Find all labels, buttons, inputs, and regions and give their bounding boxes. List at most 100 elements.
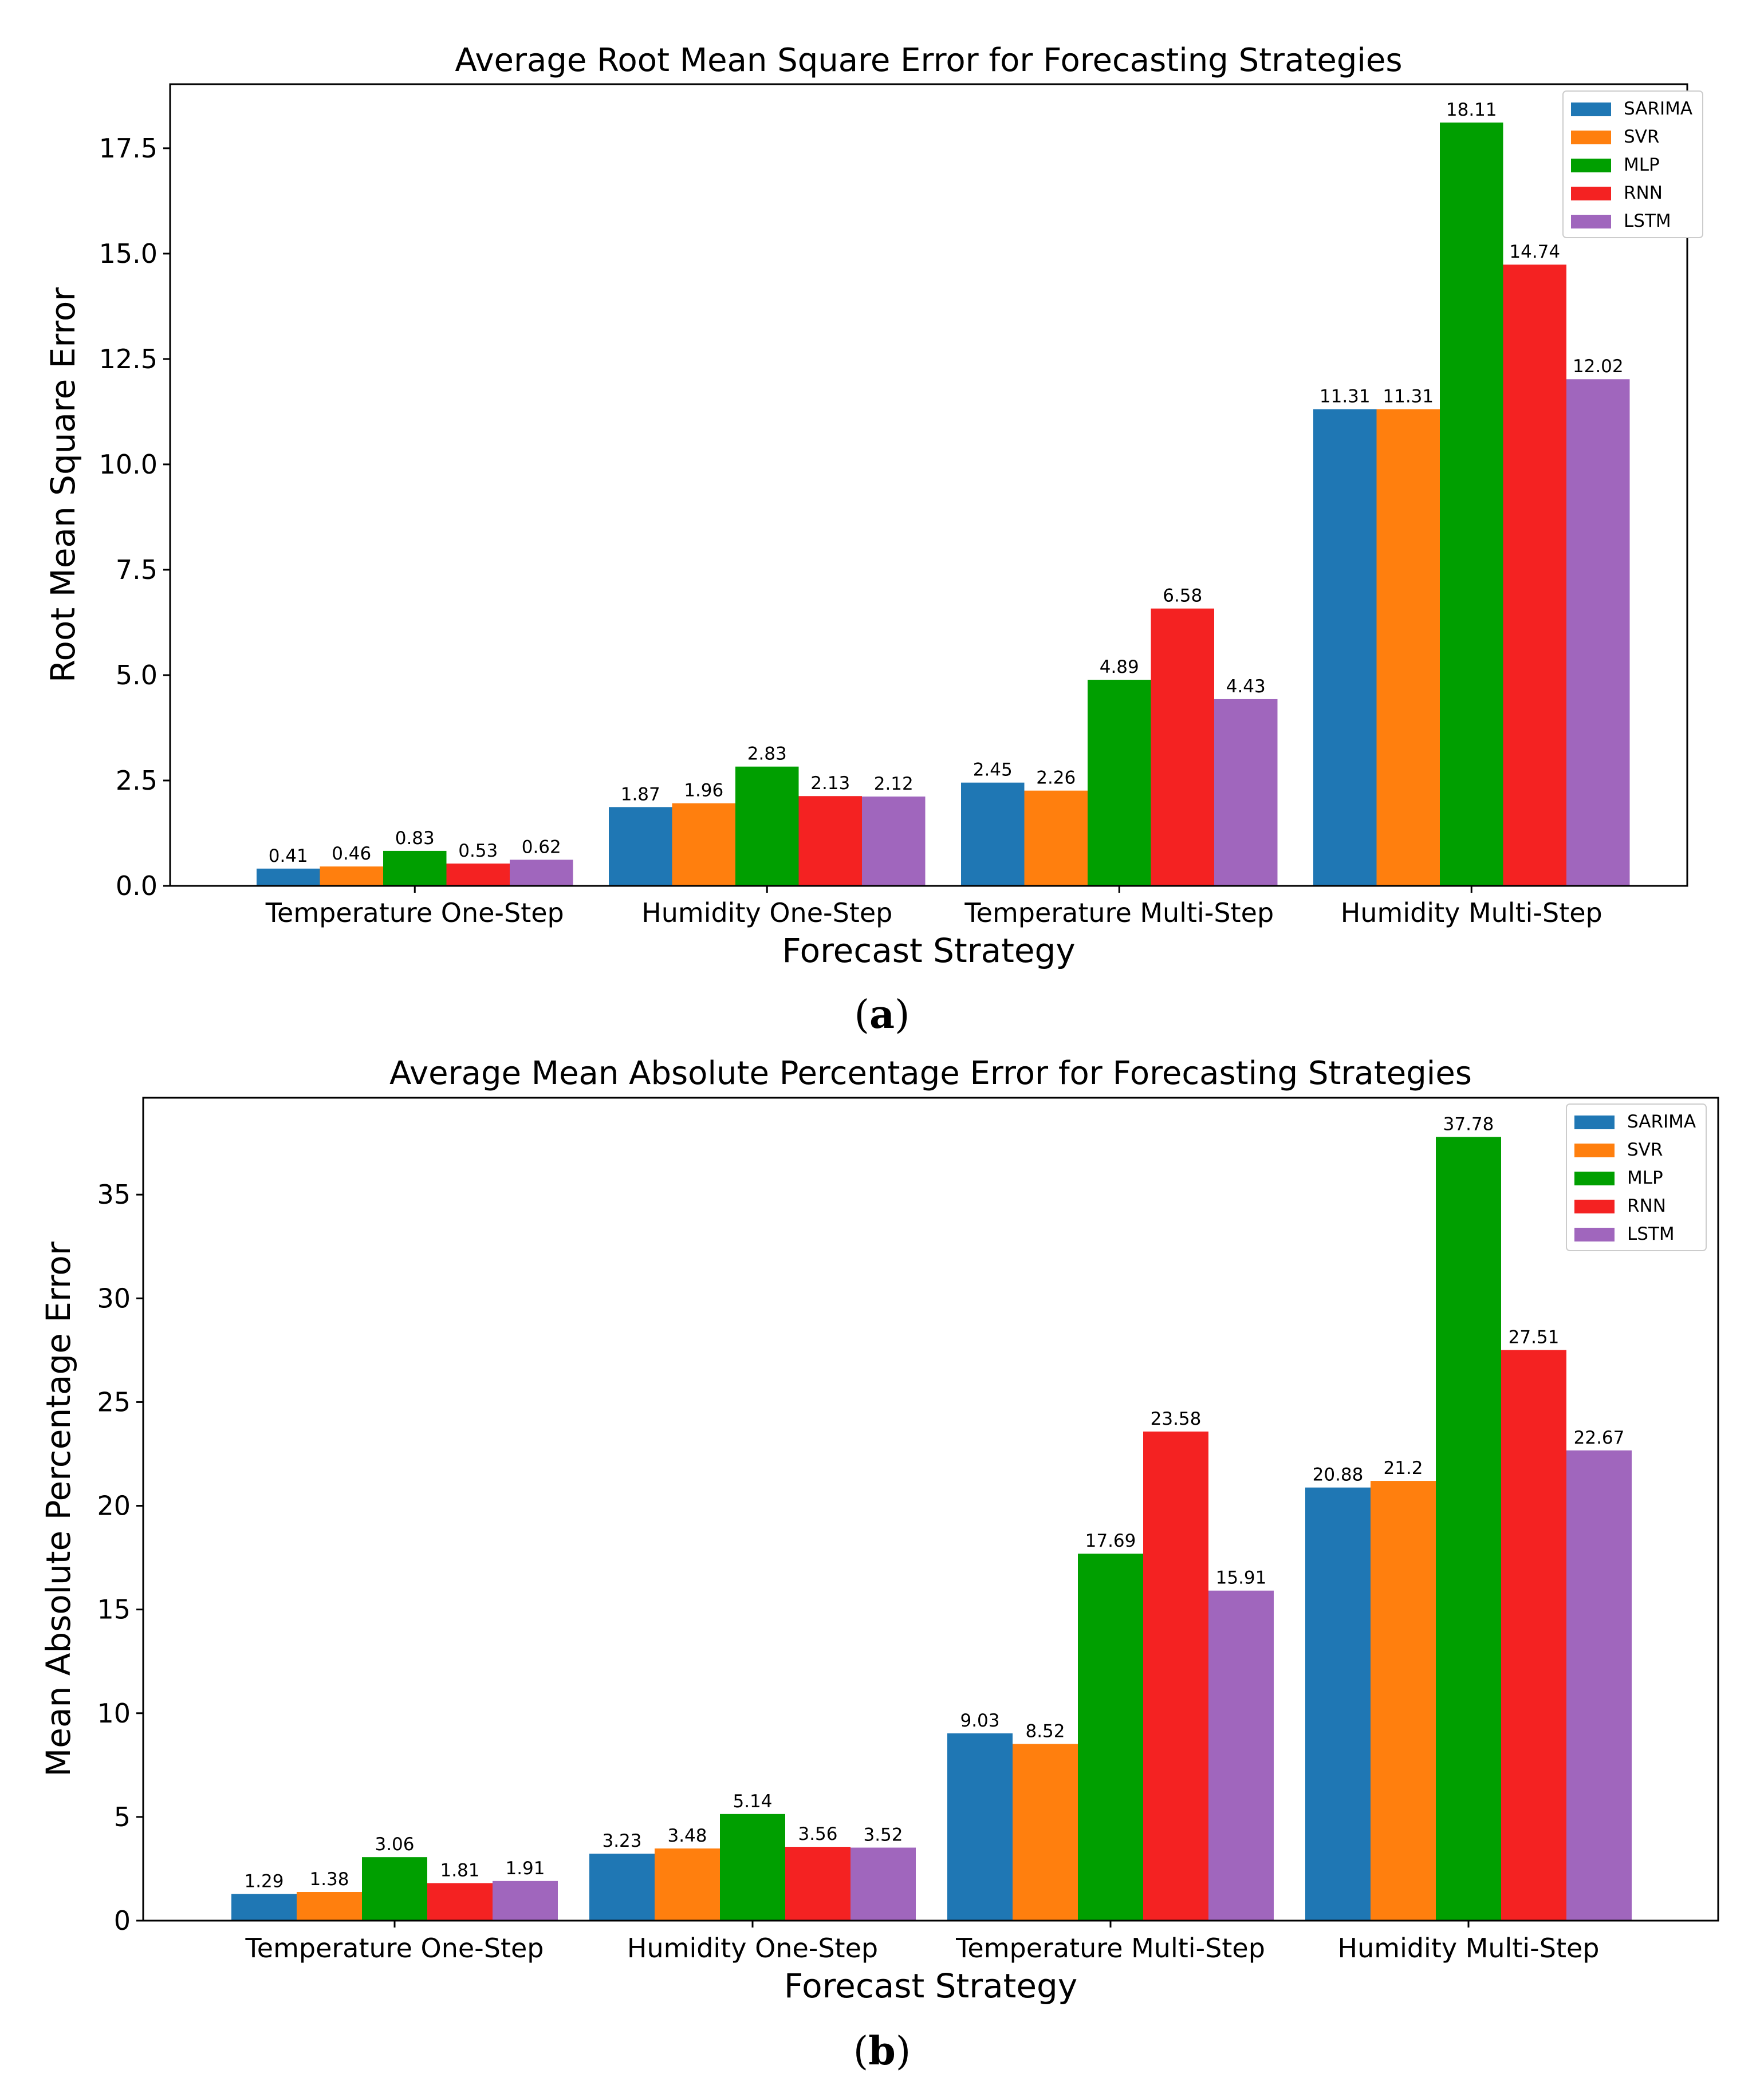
y-tick-label: 10 <box>97 1698 131 1729</box>
data-label-lstm-humidity-one-step: 3.52 <box>863 1824 903 1845</box>
y-tick-label: 5.0 <box>116 660 158 691</box>
y-tick-label: 0 <box>114 1905 131 1936</box>
bar-svr-temperature-multi-step <box>1013 1744 1078 1921</box>
bar-lstm-temperature-one-step <box>493 1881 558 1921</box>
data-label-svr-temperature-multi-step: 8.52 <box>1025 1721 1065 1741</box>
bar-sarima-humidity-multi-step <box>1313 409 1377 886</box>
data-label-svr-humidity-multi-step: 21.2 <box>1383 1458 1423 1479</box>
bar-lstm-humidity-one-step <box>862 796 926 886</box>
data-label-lstm-humidity-one-step: 2.12 <box>874 774 914 794</box>
y-axis-label: Root Mean Square Error <box>44 287 82 683</box>
data-label-rnn-temperature-multi-step: 6.58 <box>1163 586 1202 606</box>
bar-svr-humidity-multi-step <box>1371 1481 1436 1921</box>
bar-rnn-humidity-multi-step <box>1501 1350 1566 1921</box>
data-label-rnn-temperature-one-step: 0.53 <box>458 841 498 861</box>
x-tick-label-humidity-multi-step: Humidity Multi-Step <box>1341 897 1602 928</box>
data-label-lstm-temperature-one-step: 1.91 <box>505 1858 545 1879</box>
bar-sarima-humidity-one-step <box>589 1853 655 1921</box>
data-label-rnn-humidity-one-step: 3.56 <box>798 1824 837 1844</box>
data-label-lstm-temperature-multi-step: 4.43 <box>1226 676 1266 697</box>
y-tick-label: 17.5 <box>99 133 158 164</box>
panel-label: (a) <box>854 992 909 1038</box>
bar-lstm-temperature-multi-step <box>1208 1590 1274 1921</box>
panel-label-close: ) <box>895 992 910 1038</box>
x-axis-label: Forecast Strategy <box>782 931 1075 970</box>
bar-rnn-humidity-one-step <box>798 796 862 886</box>
chart-title: Average Root Mean Square Error for Forec… <box>455 42 1402 79</box>
data-label-mlp-temperature-multi-step: 4.89 <box>1100 657 1139 677</box>
data-label-sarima-humidity-one-step: 1.87 <box>621 784 660 805</box>
data-label-svr-temperature-multi-step: 2.26 <box>1036 768 1076 789</box>
bar-mlp-humidity-multi-step <box>1436 1137 1501 1921</box>
bar-svr-humidity-one-step <box>655 1848 720 1921</box>
legend-box <box>1562 90 1703 238</box>
data-label-svr-humidity-one-step: 3.48 <box>667 1826 707 1846</box>
bar-rnn-temperature-one-step <box>446 863 510 886</box>
data-label-mlp-humidity-one-step: 2.83 <box>747 744 787 764</box>
data-label-sarima-temperature-multi-step: 9.03 <box>960 1710 999 1731</box>
y-tick-label: 20 <box>97 1491 131 1522</box>
bar-rnn-temperature-multi-step <box>1151 608 1214 886</box>
data-label-mlp-temperature-one-step: 0.83 <box>395 828 435 849</box>
data-label-rnn-temperature-one-step: 1.81 <box>440 1860 479 1881</box>
bar-mlp-humidity-one-step <box>720 1814 785 1921</box>
legend-label-svr: SVR <box>1627 1140 1663 1160</box>
data-label-mlp-temperature-multi-step: 17.69 <box>1085 1531 1136 1551</box>
data-label-lstm-humidity-multi-step: 22.67 <box>1574 1428 1625 1448</box>
legend-label-mlp: MLP <box>1624 155 1660 175</box>
y-tick-label: 15 <box>97 1594 131 1625</box>
bar-sarima-humidity-one-step <box>609 807 672 886</box>
y-tick-label: 25 <box>97 1386 131 1417</box>
x-tick-label-temperature-one-step: Temperature One-Step <box>265 897 564 928</box>
panel-label-close: ) <box>896 2029 911 2074</box>
panel-label-open: ( <box>853 2029 869 2074</box>
y-tick-label: 10.0 <box>99 449 158 480</box>
x-tick-label-humidity-multi-step: Humidity Multi-Step <box>1338 1933 1600 1964</box>
legend-swatch-svr <box>1574 1144 1615 1157</box>
x-tick-label-temperature-multi-step: Temperature Multi-Step <box>955 1933 1265 1964</box>
bar-mlp-temperature-one-step <box>362 1857 427 1921</box>
bar-mlp-temperature-multi-step <box>1088 680 1151 886</box>
data-label-mlp-humidity-multi-step: 18.11 <box>1446 100 1497 120</box>
data-label-lstm-humidity-multi-step: 12.02 <box>1573 356 1624 377</box>
data-label-svr-temperature-one-step: 1.38 <box>309 1869 349 1890</box>
y-tick-label: 0.0 <box>116 870 158 901</box>
data-label-sarima-humidity-multi-step: 20.88 <box>1313 1465 1364 1485</box>
bar-sarima-temperature-one-step <box>257 868 320 886</box>
bar-svr-temperature-one-step <box>320 866 383 886</box>
data-label-rnn-humidity-multi-step: 27.51 <box>1509 1327 1560 1347</box>
x-axis-label: Forecast Strategy <box>784 1966 1077 2005</box>
legend-swatch-svr <box>1571 131 1611 144</box>
bar-sarima-humidity-multi-step <box>1305 1487 1371 1921</box>
data-label-mlp-humidity-multi-step: 37.78 <box>1443 1114 1494 1134</box>
bar-lstm-humidity-one-step <box>850 1847 916 1921</box>
legend-swatch-rnn <box>1571 187 1611 200</box>
panel-label-letter: b <box>868 2028 896 2074</box>
bar-sarima-temperature-multi-step <box>947 1733 1013 1921</box>
bar-mlp-temperature-multi-step <box>1078 1554 1143 1921</box>
legend-box <box>1566 1103 1707 1251</box>
bar-lstm-humidity-multi-step <box>1566 379 1630 886</box>
chart-title: Average Mean Absolute Percentage Error f… <box>389 1055 1472 1092</box>
plot-frame <box>142 1097 1719 1922</box>
bar-rnn-temperature-multi-step <box>1143 1431 1208 1921</box>
data-label-lstm-temperature-multi-step: 15.91 <box>1216 1568 1267 1589</box>
data-label-sarima-humidity-multi-step: 11.31 <box>1320 387 1371 407</box>
bar-lstm-temperature-multi-step <box>1214 699 1278 886</box>
legend-swatch-sarima <box>1574 1116 1615 1129</box>
y-tick-label: 12.5 <box>99 344 158 375</box>
legend-swatch-mlp <box>1571 159 1611 172</box>
bar-mlp-humidity-multi-step <box>1440 122 1503 886</box>
y-axis-label: Mean Absolute Percentage Error <box>39 1241 78 1777</box>
bar-sarima-temperature-one-step <box>231 1894 297 1921</box>
data-label-sarima-temperature-one-step: 1.29 <box>244 1871 284 1891</box>
x-tick-label-humidity-one-step: Humidity One-Step <box>627 1933 878 1964</box>
legend-label-rnn: RNN <box>1624 183 1663 203</box>
y-tick-label: 30 <box>97 1283 131 1314</box>
panel-label-open: ( <box>854 992 869 1038</box>
x-tick-label-temperature-multi-step: Temperature Multi-Step <box>964 897 1274 928</box>
data-label-lstm-temperature-one-step: 0.62 <box>522 837 561 857</box>
panel-label: (b) <box>853 2028 911 2074</box>
bar-lstm-temperature-one-step <box>510 860 573 886</box>
